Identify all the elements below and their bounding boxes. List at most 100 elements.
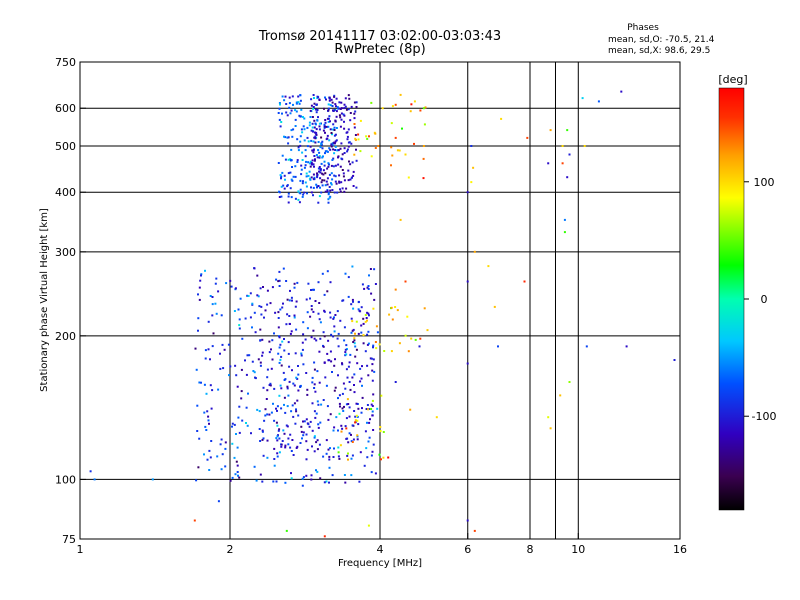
data-point	[319, 177, 322, 180]
data-point	[352, 341, 355, 343]
data-point	[370, 292, 373, 295]
data-point	[282, 184, 285, 187]
data-point	[275, 421, 278, 424]
data-point	[354, 415, 357, 418]
data-point	[399, 93, 402, 96]
data-point	[285, 529, 288, 532]
data-point	[315, 412, 318, 415]
data-point	[351, 320, 354, 323]
data-point	[224, 447, 227, 450]
data-point	[368, 135, 370, 138]
data-point	[355, 106, 358, 108]
data-point	[323, 164, 326, 167]
data-point	[423, 307, 426, 310]
data-point	[253, 311, 256, 314]
data-point	[349, 388, 352, 391]
data-point	[339, 319, 342, 322]
data-point	[233, 423, 236, 426]
data-point	[309, 160, 312, 163]
data-point	[264, 414, 267, 417]
phase-colorbar: [deg] 100 0 -100	[718, 73, 776, 511]
data-point	[333, 94, 336, 97]
data-point	[328, 466, 331, 469]
data-point	[390, 146, 393, 149]
data-point	[349, 112, 352, 114]
data-point	[335, 110, 338, 113]
data-point	[363, 464, 366, 467]
data-point	[318, 128, 321, 131]
data-point	[317, 312, 320, 315]
data-point	[371, 399, 374, 402]
data-point	[312, 94, 315, 96]
data-point	[282, 302, 284, 305]
data-point	[291, 439, 294, 441]
data-point	[323, 535, 326, 538]
data-point	[347, 145, 350, 148]
data-point	[325, 480, 328, 483]
data-point	[342, 299, 345, 302]
data-point	[252, 370, 255, 372]
data-point	[208, 469, 211, 471]
data-point	[237, 308, 240, 311]
data-point	[332, 165, 335, 168]
data-point	[246, 354, 249, 357]
data-point	[291, 95, 294, 98]
data-point	[285, 323, 288, 326]
data-point	[280, 407, 283, 410]
data-point	[396, 149, 399, 152]
data-point	[306, 327, 309, 330]
data-point	[284, 158, 287, 161]
data-point	[312, 163, 315, 166]
data-point	[320, 136, 323, 139]
data-point	[283, 338, 285, 340]
data-point	[238, 324, 241, 327]
data-point	[325, 125, 328, 128]
data-point	[321, 184, 324, 187]
data-point	[354, 134, 357, 136]
data-point	[268, 351, 271, 354]
data-point	[435, 416, 438, 419]
data-point	[322, 169, 325, 172]
data-point	[315, 104, 318, 106]
data-point	[312, 194, 314, 197]
data-point	[308, 124, 311, 127]
data-point	[271, 339, 274, 342]
data-point	[493, 305, 496, 308]
data-point	[312, 130, 314, 133]
data-point	[206, 410, 209, 413]
data-point	[320, 181, 323, 184]
data-point	[220, 314, 223, 317]
data-point	[262, 386, 265, 389]
data-point	[304, 164, 307, 167]
data-point	[291, 369, 293, 372]
data-point	[311, 159, 314, 162]
grid-lines	[80, 62, 680, 539]
data-point	[214, 302, 217, 305]
data-point	[238, 431, 241, 434]
data-point	[203, 411, 206, 414]
data-point	[341, 158, 344, 161]
data-point	[326, 190, 329, 193]
data-point	[559, 394, 562, 397]
data-point	[330, 333, 333, 336]
data-point	[315, 469, 317, 472]
data-point	[331, 101, 334, 104]
data-point	[302, 193, 305, 196]
data-point	[281, 340, 284, 343]
data-point	[346, 150, 349, 153]
data-point	[424, 106, 427, 109]
data-point	[344, 425, 347, 428]
data-point	[381, 107, 384, 110]
data-point	[295, 408, 297, 411]
data-point	[296, 399, 299, 402]
data-point	[230, 285, 233, 288]
y-tick-label: 400	[55, 186, 76, 199]
data-point	[407, 350, 410, 353]
data-point	[289, 187, 292, 190]
data-point	[335, 182, 338, 185]
data-point	[323, 335, 326, 338]
data-point	[373, 298, 376, 301]
data-point	[259, 287, 262, 290]
data-point	[347, 169, 350, 172]
data-point	[350, 440, 353, 443]
